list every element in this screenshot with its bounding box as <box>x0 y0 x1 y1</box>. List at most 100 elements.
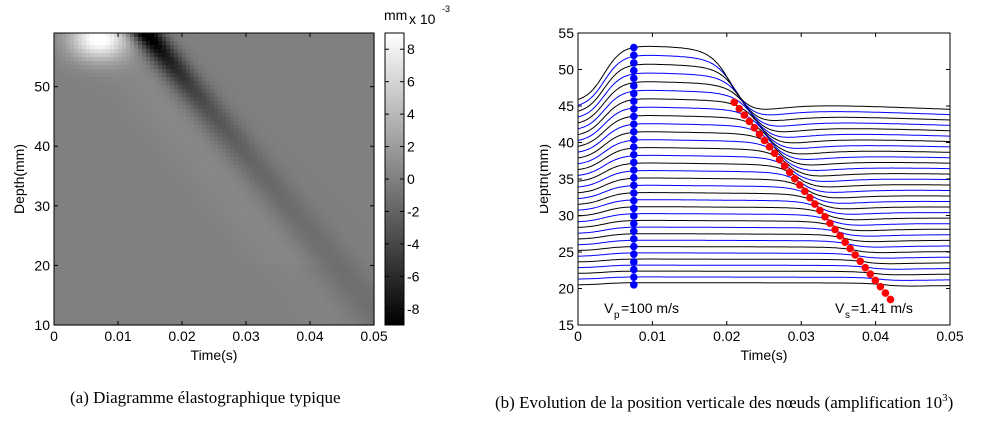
heatmap-cell <box>162 245 167 250</box>
heatmap-cell <box>118 85 123 90</box>
heatmap-cell <box>214 297 219 302</box>
heatmap-cell <box>190 189 195 194</box>
heatmap-cell <box>138 321 143 326</box>
heatmap-cell <box>94 233 99 238</box>
heatmap-cell <box>178 117 183 122</box>
heatmap-cell <box>282 165 287 170</box>
heatmap-cell <box>202 145 207 150</box>
heatmap-cell <box>186 113 191 118</box>
heatmap-cell <box>298 313 303 318</box>
heatmap-cell <box>178 185 183 190</box>
heatmap-cell <box>90 297 95 302</box>
heatmap-cell <box>234 245 239 250</box>
heatmap-cell <box>242 225 247 230</box>
heatmap-cell <box>102 149 107 154</box>
heatmap-cell <box>146 233 151 238</box>
heatmap-cell <box>130 261 135 266</box>
heatmap-cell <box>122 305 127 310</box>
heatmap-cell <box>138 109 143 114</box>
heatmap-cell <box>98 57 103 62</box>
heatmap-cell <box>298 297 303 302</box>
heatmap-cell <box>126 225 131 230</box>
heatmap-cell <box>162 241 167 246</box>
heatmap-cell <box>122 45 127 50</box>
heatmap-cell <box>258 41 263 46</box>
heatmap-cell <box>98 137 103 142</box>
heatmap-cell <box>242 53 247 58</box>
heatmap-cell <box>274 53 279 58</box>
heatmap-cell <box>78 157 83 162</box>
heatmap-cell <box>194 233 199 238</box>
heatmap-cell <box>234 121 239 126</box>
heatmap-cell <box>54 269 59 274</box>
heatmap-cell <box>178 229 183 234</box>
heatmap-cell <box>98 237 103 242</box>
heatmap-cell <box>302 41 307 46</box>
heatmap-cell <box>190 125 195 130</box>
heatmap-cell <box>122 145 127 150</box>
heatmap-cell <box>94 185 99 190</box>
heatmap-cell <box>306 73 311 78</box>
heatmap-cell <box>150 309 155 314</box>
heatmap-cell <box>78 181 83 186</box>
heatmap-cell <box>258 185 263 190</box>
heatmap-cell <box>310 205 315 210</box>
heatmap-cell <box>150 305 155 310</box>
heatmap-cell <box>126 141 131 146</box>
heatmap-cell <box>262 237 267 242</box>
heatmap-cell <box>258 153 263 158</box>
heatmap-cell <box>222 117 227 122</box>
heatmap-cell <box>134 225 139 230</box>
heatmap-cell <box>222 177 227 182</box>
heatmap-cell <box>210 173 215 178</box>
heatmap-cell <box>258 165 263 170</box>
heatmap-cell <box>122 273 127 278</box>
heatmap-cell <box>174 141 179 146</box>
heatmap-cell <box>222 181 227 186</box>
heatmap-cell <box>110 225 115 230</box>
heatmap-cell <box>278 169 283 174</box>
heatmap-cell <box>286 165 291 170</box>
heatmap-cell <box>210 285 215 290</box>
heatmap-cell <box>102 269 107 274</box>
heatmap-cell <box>58 169 63 174</box>
heatmap-cell <box>54 221 59 226</box>
heatmap-cell <box>150 233 155 238</box>
heatmap-cell <box>290 277 295 282</box>
heatmap-cell <box>222 33 227 38</box>
heatmap-cell <box>134 137 139 142</box>
heatmap-cell <box>202 129 207 134</box>
heatmap-cell <box>142 317 147 322</box>
heatmap-cell <box>74 133 79 138</box>
heatmap-cell <box>222 53 227 58</box>
heatmap-cell <box>206 201 211 206</box>
heatmap-cell <box>210 89 215 94</box>
heatmap-cell <box>170 149 175 154</box>
heatmap-cell <box>182 165 187 170</box>
heatmap-cell <box>102 141 107 146</box>
heatmap-cell <box>254 305 259 310</box>
heatmap-cell <box>170 249 175 254</box>
heatmap-cell <box>118 133 123 138</box>
heatmap-cell <box>138 285 143 290</box>
heatmap-cell <box>178 129 183 134</box>
heatmap-cell <box>226 209 231 214</box>
heatmap-cell <box>214 189 219 194</box>
heatmap-cell <box>86 205 91 210</box>
heatmap-cell <box>62 97 67 102</box>
heatmap-cell <box>234 273 239 278</box>
heatmap-cell <box>274 193 279 198</box>
heatmap-cell <box>262 269 267 274</box>
heatmap-cell <box>62 249 67 254</box>
heatmap-cell <box>134 49 139 54</box>
heatmap-cell <box>278 313 283 318</box>
heatmap-cell <box>54 89 59 94</box>
heatmap-cell <box>54 157 59 162</box>
heatmap-cell <box>254 321 259 326</box>
heatmap-cell <box>130 217 135 222</box>
heatmap-cell <box>146 273 151 278</box>
heatmap-cell <box>214 45 219 50</box>
heatmap-cell <box>178 293 183 298</box>
heatmap-cell <box>218 229 223 234</box>
heatmap-cell <box>310 121 315 126</box>
